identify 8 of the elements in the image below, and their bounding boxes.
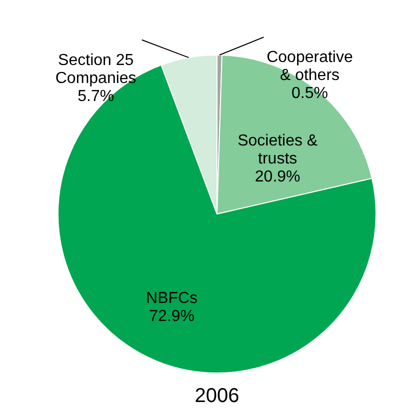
data-label: 20.9% (254, 168, 300, 186)
data-label: 72.9% (149, 308, 195, 326)
slice-label: NBFCs (146, 290, 198, 308)
slice-label: Section 25 Companies (55, 52, 136, 87)
slice-label: Cooperative & others (266, 49, 353, 84)
text: 2006 (194, 385, 240, 407)
slice-label: Societies & trusts (238, 132, 318, 168)
data-label: 5.7% (78, 88, 114, 105)
